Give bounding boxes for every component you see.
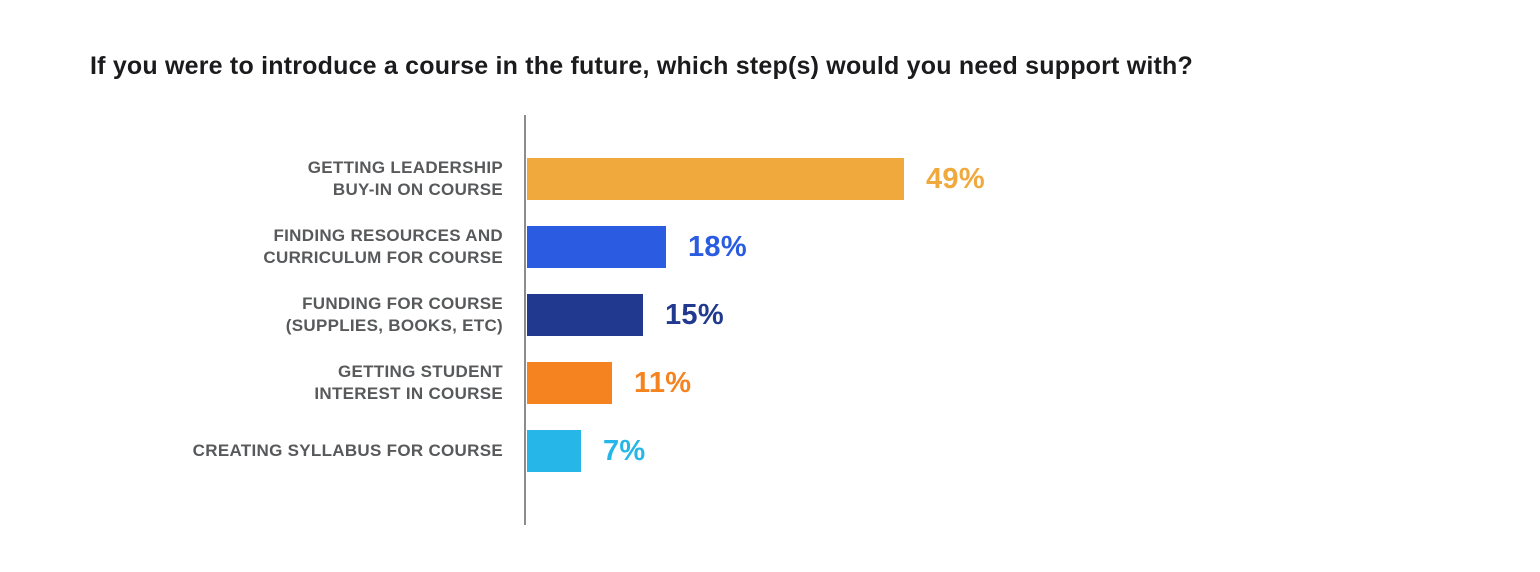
bar-track: 49% [527,158,985,200]
chart-row: GETTING STUDENT INTEREST IN COURSE 11% [0,362,1540,404]
chart-row: FUNDING FOR COURSE (SUPPLIES, BOOKS, ETC… [0,294,1540,336]
bar [527,362,612,404]
chart-row: CREATING SYLLABUS FOR COURSE 7% [0,430,1540,472]
bar-rows: GETTING LEADERSHIP BUY-IN ON COURSE 49% FI… [0,158,1540,472]
bar-track: 18% [527,226,747,268]
value-label: 49% [926,162,985,195]
bar-chart-plot: GETTING LEADERSHIP BUY-IN ON COURSE 49% FI… [0,115,1540,525]
category-label: CREATING SYLLABUS FOR COURSE [192,441,503,460]
chart-row: GETTING LEADERSHIP BUY-IN ON COURSE 49% [0,158,1540,200]
bar-track: 15% [527,294,724,336]
y-axis-line [524,115,526,525]
value-label: 15% [665,298,724,331]
value-label: 7% [603,434,646,467]
bar [527,294,643,336]
bar [527,430,581,472]
category-label: FINDING RESOURCES AND CURRICULUM FOR COU… [263,226,503,267]
category-label: FUNDING FOR COURSE (SUPPLIES, BOOKS, ETC… [285,294,503,335]
bar [527,226,666,268]
chart-row: FINDING RESOURCES AND CURRICULUM FOR COU… [0,226,1540,268]
chart-title: If you were to introduce a course in the… [90,52,1193,80]
bar [527,158,904,200]
category-label: GETTING STUDENT INTEREST IN COURSE [314,362,503,403]
category-label: GETTING LEADERSHIP BUY-IN ON COURSE [307,158,503,199]
value-label: 11% [634,366,692,399]
bar-track: 11% [527,362,691,404]
bar-track: 7% [527,430,646,472]
value-label: 18% [688,230,747,263]
